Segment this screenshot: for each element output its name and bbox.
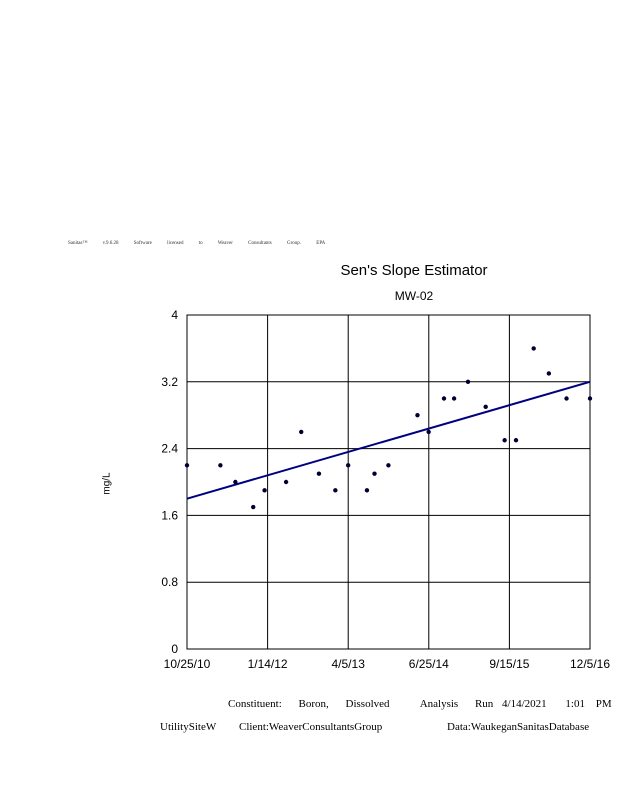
data-point <box>251 504 256 510</box>
data-point <box>364 488 370 493</box>
data-point <box>299 429 304 435</box>
data-source: Data:WaukeganSanitasDatabase <box>447 721 590 733</box>
run-date: 4/14/2021 <box>502 698 547 710</box>
data-point <box>218 463 223 468</box>
data-point <box>333 488 338 493</box>
x-tick-label: 4/5/13 <box>332 657 366 671</box>
data-point <box>184 463 190 468</box>
data-point <box>233 479 238 485</box>
data-point <box>483 404 488 410</box>
data-point <box>372 471 377 476</box>
y-tick-label: 2.4 <box>161 442 178 456</box>
y-tick-label: 0.8 <box>161 575 178 589</box>
constituent-value-2: Dissolved <box>345 698 390 710</box>
analysis-label: Analysis <box>419 698 459 710</box>
run-time: 1:01 <box>565 698 585 710</box>
data-point <box>531 346 536 351</box>
data-point <box>262 488 267 493</box>
data-point <box>451 396 457 401</box>
x-tick-label: 6/25/14 <box>409 657 449 671</box>
y-tick-label: 0 <box>171 642 178 656</box>
data-point <box>316 471 322 476</box>
run-label: Run <box>474 698 494 710</box>
constituent-label: Constituent: <box>228 698 282 710</box>
data-point <box>587 396 593 401</box>
data-point <box>513 438 519 443</box>
data-point <box>426 429 431 435</box>
data-point <box>546 371 552 376</box>
run-ampm: PM <box>595 698 612 710</box>
y-tick-label: 3.2 <box>161 375 178 389</box>
x-tick-label: 10/25/10 <box>164 657 211 671</box>
y-tick-label: 4 <box>171 308 178 322</box>
chart-title: Sen's Slope Estimator <box>340 262 488 279</box>
x-tick-label: 1/14/12 <box>248 657 288 671</box>
client-name: Client:WeaverConsultantsGroup <box>238 721 383 733</box>
data-point <box>415 413 420 418</box>
footer-source-line: UtilitySiteW Client:WeaverConsultantsGro… <box>160 721 609 733</box>
data-point <box>441 396 447 401</box>
data-point <box>283 479 289 485</box>
license-text: Sanitas™ v.9.6.28 Software licensed to W… <box>68 241 326 246</box>
data-point <box>564 396 569 401</box>
site-name: UtilitySiteW <box>160 721 217 733</box>
chart-subtitle: MW-02 <box>394 289 434 303</box>
x-tick-label: 9/15/15 <box>489 657 529 671</box>
data-point <box>465 379 471 384</box>
data-point <box>386 463 391 468</box>
constituent-value-1: Boron, <box>298 698 329 710</box>
sens-slope-trend-line <box>186 380 591 500</box>
data-point <box>345 463 351 468</box>
footer-constituent-line: Constituent: Boron, Dissolved Analysis R… <box>228 698 618 710</box>
x-tick-label: 12/5/16 <box>570 657 610 671</box>
y-tick-label: 1.6 <box>161 508 178 522</box>
data-point <box>502 438 507 443</box>
